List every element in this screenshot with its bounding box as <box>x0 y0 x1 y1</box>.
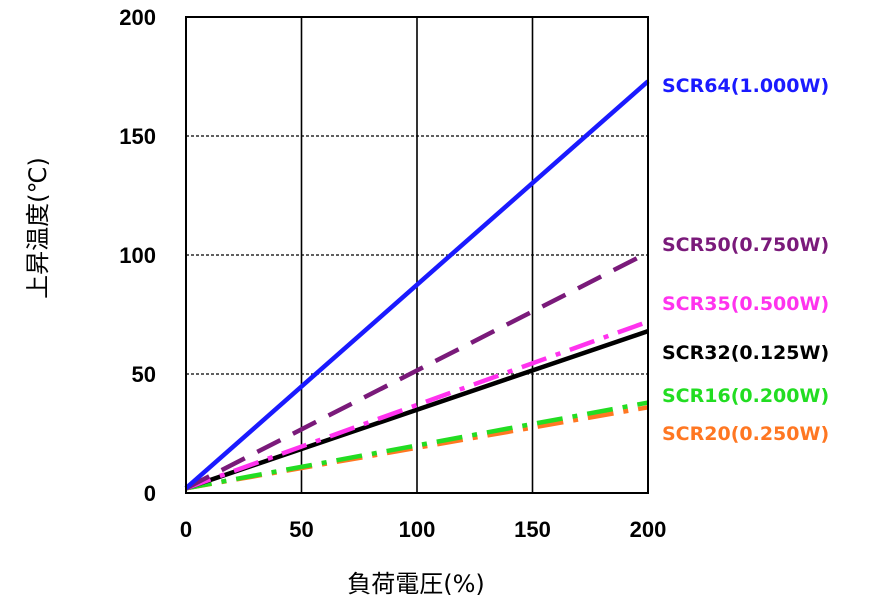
plot-border <box>185 16 649 494</box>
y-axis-label: 上昇温度(℃) <box>24 157 52 299</box>
y-tick-label: 200 <box>119 5 156 30</box>
series-label: SCR50(0.750W) <box>662 234 829 256</box>
x-tick-label: 150 <box>514 517 551 542</box>
grid-lines <box>186 17 648 493</box>
x-axis-label: 負荷電圧(%) <box>347 570 485 598</box>
y-tick-label: 100 <box>119 243 156 268</box>
y-tick-label: 0 <box>144 481 156 506</box>
x-tick-label: 50 <box>289 517 313 542</box>
series-line <box>184 79 650 490</box>
series-label: SCR64(1.000W) <box>662 75 829 97</box>
series-line <box>184 250 650 491</box>
series-group <box>184 79 650 491</box>
series-line <box>185 319 649 491</box>
plot-frame <box>185 16 649 494</box>
y-tick-label: 50 <box>132 362 156 387</box>
series-label: SCR35(0.500W) <box>662 293 829 315</box>
series-label: SCR16(0.200W) <box>662 385 829 407</box>
y-tick-labels: 0 50 100 150 200 <box>119 5 156 506</box>
x-tick-label: 0 <box>180 517 192 542</box>
x-tick-label: 100 <box>399 517 436 542</box>
x-tick-label: 200 <box>630 517 667 542</box>
series-labels: SCR64(1.000W) SCR50(0.750W) SCR35(0.500W) S… <box>662 75 829 445</box>
series-label: SCR20(0.250W) <box>662 423 829 445</box>
y-tick-label: 150 <box>119 124 156 149</box>
series-label: SCR32(0.125W) <box>662 342 829 364</box>
x-tick-labels: 0 50 100 150 200 <box>180 517 666 542</box>
series-line <box>185 329 649 491</box>
